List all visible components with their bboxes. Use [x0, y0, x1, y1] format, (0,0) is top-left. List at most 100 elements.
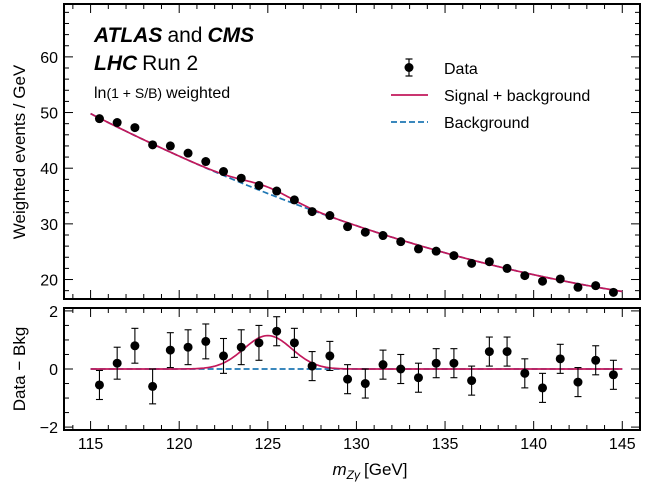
- data-point: [378, 231, 388, 241]
- ratio-panel-curves: [90, 334, 623, 370]
- weight-fn: ln: [94, 85, 106, 102]
- y-axis-label-ratio: Data − Bkg: [10, 327, 29, 412]
- data-marker: [449, 251, 459, 261]
- x-tick-label: 135: [432, 436, 459, 453]
- data-point: [467, 258, 477, 268]
- data-marker: [396, 364, 406, 374]
- data-point: [449, 348, 459, 379]
- data-marker: [130, 123, 140, 133]
- lhc-label: LHC: [94, 52, 138, 75]
- data-marker: [608, 370, 618, 380]
- data-point: [148, 368, 158, 405]
- data-marker: [484, 347, 494, 357]
- data-point: [484, 336, 494, 367]
- data-marker: [520, 271, 530, 281]
- y-axis-label-main: Weighted events / GeV: [10, 64, 29, 239]
- data-marker: [289, 338, 299, 348]
- x-tick-label: 120: [166, 436, 193, 453]
- data-point: [413, 362, 423, 393]
- data-point: [307, 207, 317, 217]
- data-point: [307, 351, 317, 382]
- data-point: [449, 251, 459, 261]
- data-point: [130, 327, 140, 364]
- data-marker: [325, 351, 335, 361]
- data-marker: [148, 140, 158, 150]
- weighting-label: ln(1 + S/B) weighted: [94, 85, 230, 102]
- data-marker: [219, 351, 229, 361]
- data-point: [236, 329, 246, 366]
- y-tick-label-main: 50: [40, 106, 58, 123]
- data-point: [608, 359, 618, 390]
- data-marker: [467, 376, 477, 386]
- data-point: [538, 372, 548, 403]
- data-marker: [413, 373, 423, 383]
- data-marker: [183, 342, 193, 352]
- x-axis-subscript: Zγ: [346, 468, 361, 482]
- data-marker: [573, 282, 583, 292]
- data-point: [201, 323, 211, 360]
- data-marker: [360, 227, 370, 237]
- ratio-panel: −2 0 2 115 120 125 130 135 140 145 Data − Bkg: [10, 304, 641, 453]
- data-marker: [360, 379, 370, 389]
- data-marker: [254, 338, 264, 348]
- data-point: [360, 227, 370, 237]
- data-point: [94, 369, 104, 401]
- data-marker: [538, 383, 548, 393]
- y-tick-label-main: 40: [40, 161, 58, 178]
- data-point: [219, 167, 229, 177]
- x-axis-unit: [GeV]: [364, 460, 407, 479]
- data-point: [555, 343, 565, 374]
- x-tick-label: 115: [78, 436, 104, 453]
- data-point: [183, 148, 193, 158]
- data-point: [520, 358, 530, 389]
- legend-background-label: Background: [444, 115, 529, 132]
- legend-signal-label: Signal + background: [444, 88, 590, 105]
- data-point: [148, 140, 158, 150]
- data-marker: [467, 258, 477, 268]
- data-marker: [502, 263, 512, 273]
- data-marker: [148, 381, 158, 391]
- main-panel-data-points: [94, 114, 618, 297]
- data-marker: [183, 148, 193, 158]
- x-tick-label: 130: [343, 436, 370, 453]
- data-point: [219, 337, 229, 374]
- x-axis-label: mZγ [GeV]: [333, 460, 408, 482]
- legend: Data Signal + background Background: [391, 58, 590, 132]
- data-marker: [378, 231, 388, 241]
- data-point: [94, 114, 104, 124]
- data-marker: [94, 380, 104, 390]
- data-marker: [608, 287, 618, 297]
- data-point: [378, 349, 388, 380]
- machine-label: LHC Run 2: [94, 52, 198, 75]
- data-point: [520, 271, 530, 281]
- data-point: [502, 263, 512, 273]
- data-point: [431, 246, 441, 256]
- data-point: [272, 186, 282, 196]
- data-point: [165, 332, 175, 369]
- data-marker: [130, 341, 140, 351]
- data-marker: [201, 336, 211, 346]
- main-panel: 20 30 40 50 60 Weighted events / GeV ATLAS an…: [10, 3, 641, 300]
- data-point: [538, 276, 548, 286]
- data-marker: [573, 377, 583, 387]
- data-point: [467, 365, 477, 396]
- data-point: [130, 123, 140, 133]
- data-marker: [307, 207, 317, 217]
- data-point: [325, 211, 335, 221]
- data-point: [343, 222, 353, 232]
- y-tick-label-main: 30: [40, 217, 58, 234]
- data-marker: [254, 180, 264, 190]
- data-point: [236, 173, 246, 183]
- data-marker: [94, 114, 104, 124]
- data-point: [573, 282, 583, 292]
- data-point: [413, 244, 423, 254]
- experiment-label: ATLAS and CMS: [93, 24, 254, 47]
- data-point: [360, 368, 370, 399]
- data-point: [396, 353, 406, 385]
- y-tick-label-main: 20: [40, 273, 58, 290]
- data-marker: [343, 222, 353, 232]
- data-marker: [431, 246, 441, 256]
- main-panel-curves: [90, 112, 623, 293]
- data-point: [591, 345, 601, 376]
